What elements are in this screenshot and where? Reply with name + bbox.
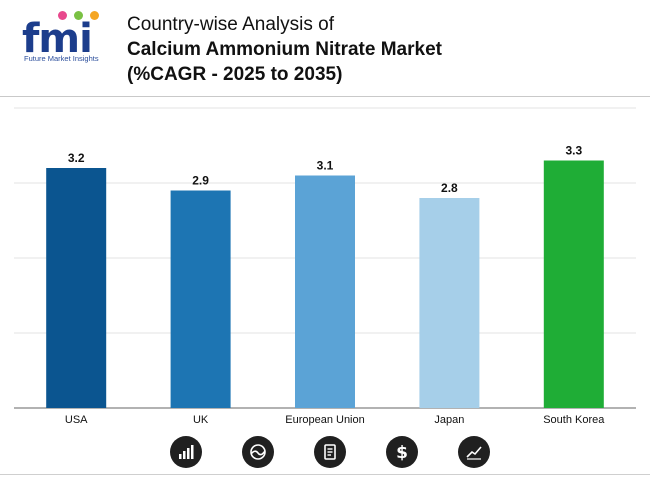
category-label: UK (193, 414, 209, 426)
category-label: USA (65, 414, 88, 426)
footer-icon-row: $ (0, 436, 650, 470)
value-label: 3.1 (317, 159, 334, 173)
bar-japan (419, 198, 480, 408)
title-line-1: Country-wise Analysis of (127, 14, 334, 35)
trend-chart-icon (458, 436, 490, 468)
value-label: 3.3 (565, 144, 582, 158)
header-divider (0, 96, 650, 97)
globe-icon (242, 436, 274, 468)
bar-uk (170, 190, 231, 408)
category-label: South Korea (543, 414, 605, 426)
value-label: 2.9 (192, 174, 209, 188)
title-line-3: (%CAGR - 2025 to 2035) (127, 64, 343, 85)
logo-dot-pink (58, 11, 67, 20)
category-label: Japan (434, 414, 464, 426)
bar-south-korea (543, 160, 604, 408)
svg-text:$: $ (396, 443, 408, 462)
bars (46, 160, 604, 408)
logo-dot-orange (90, 11, 99, 20)
bar-usa (46, 168, 107, 408)
value-labels: 3.2 2.9 3.1 2.8 3.3 (68, 144, 583, 196)
value-label: 2.8 (441, 181, 458, 195)
category-labels: USA UK European Union Japan South Korea (65, 414, 605, 426)
fmi-logo: fmi Future Market Insights (22, 10, 108, 70)
value-label: 3.2 (68, 151, 85, 165)
bar-chart-icon (170, 436, 202, 468)
page-title: Country-wise Analysis of Calcium Ammoniu… (127, 12, 442, 87)
report-icon (314, 436, 346, 468)
category-label: European Union (285, 414, 365, 426)
footer-divider (0, 474, 650, 475)
bar-chart: 3.2 2.9 3.1 2.8 3.3 USA UK European Union Japan… (14, 107, 636, 426)
bar-european-union (295, 175, 355, 408)
logo-wordmark: fmi (22, 16, 93, 62)
logo-tagline: Future Market Insights (24, 54, 99, 63)
dollar-icon: $ (386, 436, 418, 468)
logo-dot-green (74, 11, 83, 20)
title-line-2: Calcium Ammonium Nitrate Market (127, 39, 442, 60)
header: fmi Future Market Insights Country-wise … (0, 0, 650, 96)
